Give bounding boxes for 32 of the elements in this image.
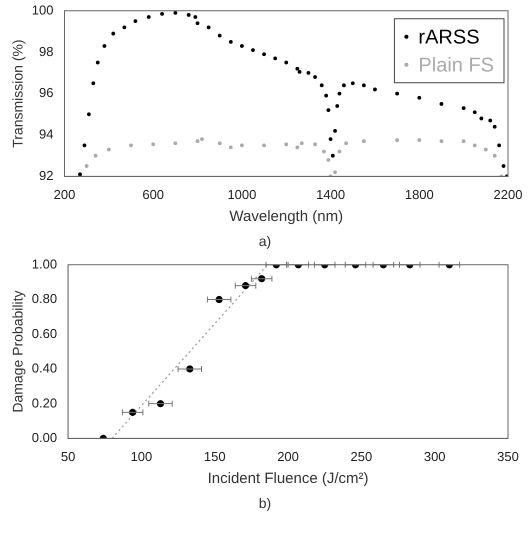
y-tick-label: 98 bbox=[39, 44, 54, 59]
x-tick-label: 200 bbox=[277, 448, 299, 464]
x-tick-label: 1400 bbox=[316, 186, 346, 202]
y-axis-title: Damage Probability bbox=[9, 290, 26, 413]
x-tick-label: 1800 bbox=[404, 186, 434, 202]
y-tick-label: 0.60 bbox=[32, 326, 58, 341]
legend-label: rARSS bbox=[418, 26, 480, 48]
x-axis-title: Incident Fluence (J/cm²) bbox=[208, 470, 368, 488]
y-tick-label: 92 bbox=[39, 168, 54, 183]
x-tick-label: 300 bbox=[424, 448, 446, 464]
x-tick-label: 2200 bbox=[494, 186, 522, 202]
y-tick-label: 1.00 bbox=[32, 256, 58, 272]
y-tick-label: 0.00 bbox=[32, 430, 58, 445]
y-tick-label: 0.80 bbox=[32, 291, 58, 306]
y-tick-label: 96 bbox=[39, 85, 54, 100]
legend-label: Plain FS bbox=[418, 54, 494, 76]
x-tick-label: 150 bbox=[204, 448, 226, 464]
x-tick-label: 1000 bbox=[227, 186, 256, 202]
y-tick-label: 94 bbox=[39, 126, 54, 142]
y-tick-label: 0.20 bbox=[32, 395, 58, 410]
x-tick-label: 50 bbox=[60, 448, 76, 464]
x-tick-label: 200 bbox=[54, 186, 76, 202]
text: a) bbox=[258, 232, 272, 251]
x-tick-label: 600 bbox=[142, 186, 164, 202]
x-axis-title: Wavelength (nm) bbox=[229, 208, 344, 226]
text: b) bbox=[258, 494, 272, 513]
x-tick-label: 100 bbox=[130, 448, 152, 464]
y-tick-label: 0.40 bbox=[32, 360, 58, 376]
x-tick-label: 250 bbox=[350, 448, 372, 464]
y-axis-title: Transmission (%) bbox=[9, 39, 26, 148]
y-tick-label: 100 bbox=[32, 2, 54, 18]
x-tick-label: 350 bbox=[497, 448, 519, 464]
